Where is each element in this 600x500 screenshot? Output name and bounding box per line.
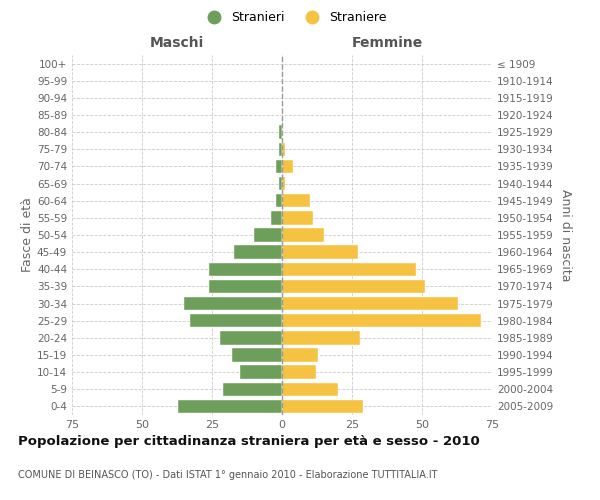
Bar [271,211,282,224]
Bar [282,228,324,241]
Bar [282,211,313,224]
Text: COMUNE DI BEINASCO (TO) - Dati ISTAT 1° gennaio 2010 - Elaborazione TUTTITALIA.I: COMUNE DI BEINASCO (TO) - Dati ISTAT 1° … [18,470,437,480]
Bar [282,331,361,344]
Bar [282,177,285,190]
Bar [277,194,282,207]
Bar [279,142,282,156]
Bar [232,348,282,362]
Bar [282,400,363,413]
Text: Maschi: Maschi [150,36,204,50]
Bar [190,314,282,328]
Bar [279,177,282,190]
Bar [235,246,282,259]
Bar [223,382,282,396]
Bar [282,314,481,328]
Y-axis label: Fasce di età: Fasce di età [21,198,34,272]
Bar [282,366,316,379]
Bar [209,262,282,276]
Legend: Stranieri, Straniere: Stranieri, Straniere [196,6,392,29]
Y-axis label: Anni di nascita: Anni di nascita [559,188,572,281]
Bar [282,262,416,276]
Bar [220,331,282,344]
Bar [282,160,293,173]
Text: Popolazione per cittadinanza straniera per età e sesso - 2010: Popolazione per cittadinanza straniera p… [18,435,480,448]
Text: Femmine: Femmine [352,36,422,50]
Bar [282,246,358,259]
Bar [209,280,282,293]
Bar [279,126,282,139]
Bar [282,280,425,293]
Bar [277,160,282,173]
Bar [282,142,285,156]
Bar [240,366,282,379]
Bar [178,400,282,413]
Bar [282,297,458,310]
Bar [282,348,319,362]
Bar [282,194,310,207]
Bar [282,382,338,396]
Bar [184,297,282,310]
Bar [254,228,282,241]
